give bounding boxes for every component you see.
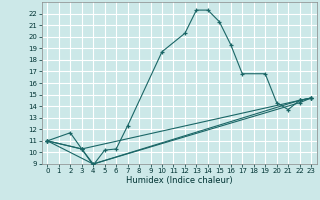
X-axis label: Humidex (Indice chaleur): Humidex (Indice chaleur): [126, 176, 233, 185]
